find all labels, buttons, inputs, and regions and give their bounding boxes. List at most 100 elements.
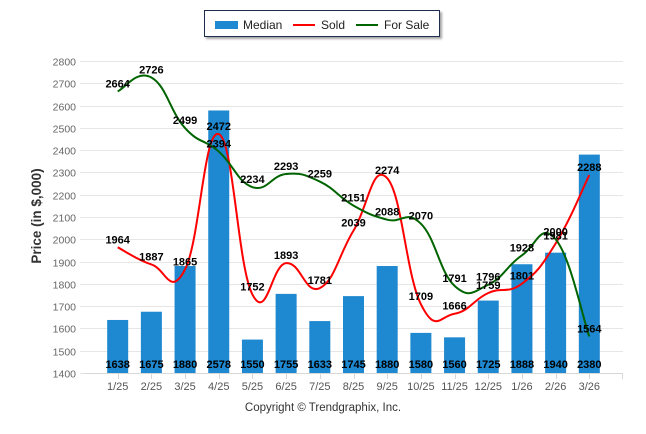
bar-median (410, 332, 432, 373)
data-label-sold: 1887 (139, 251, 163, 263)
data-label-for-sale: 2234 (240, 174, 265, 186)
data-label-median: 1560 (442, 359, 466, 371)
y-tick-label: 1600 (53, 324, 77, 336)
data-label-for-sale: 2394 (207, 138, 232, 150)
x-tick-label: 10/25 (407, 381, 435, 393)
lines (117, 74, 591, 337)
y-tick-label: 2700 (53, 79, 77, 91)
data-label-for-sale: 2293 (274, 161, 298, 173)
data-label-for-sale: 2259 (308, 169, 332, 181)
data-label-median: 1675 (139, 359, 163, 371)
bar-median (107, 319, 129, 373)
data-label-median: 1888 (510, 359, 534, 371)
data-label-for-sale: 2088 (375, 207, 399, 219)
bar-median (343, 296, 364, 373)
line-sold (117, 133, 591, 323)
data-label-median: 1755 (274, 359, 298, 371)
grid (80, 61, 623, 374)
data-label-sold: 2274 (375, 165, 400, 177)
data-label-for-sale: 2499 (173, 115, 197, 127)
x-tick-label: 1/25 (107, 381, 128, 393)
bar-median (309, 321, 331, 373)
bar-median (174, 266, 196, 373)
x-tick-label: 6/25 (275, 381, 296, 393)
bar-median (578, 154, 600, 373)
data-label-median: 1745 (341, 359, 365, 371)
bar-median (511, 264, 533, 373)
y-tick-label: 2400 (53, 146, 77, 158)
y-axis-title: Price (in $,000) (29, 168, 44, 263)
data-label-median: 1940 (543, 359, 567, 371)
data-label-for-sale: 2151 (341, 193, 365, 205)
data-label-sold: 2288 (577, 162, 601, 174)
data-label-for-sale: 2726 (139, 64, 163, 76)
legend-item-sold[interactable]: Sold (293, 11, 345, 38)
data-label-sold: 2472 (207, 121, 231, 133)
y-tick-label: 1800 (53, 280, 77, 292)
data-label-sold: 1666 (442, 301, 466, 313)
data-label-median: 1638 (105, 359, 129, 371)
y-axis: Price (in $,000) 1400 1500 1600 1700 1800 190… (29, 57, 76, 381)
data-labels: 1638 1675 1880 2578 1550 1755 1633 1745 1880 1580… (105, 64, 602, 371)
data-label-for-sale: 2070 (409, 211, 433, 223)
data-label-sold: 1865 (173, 256, 197, 268)
data-label-sold: 1893 (274, 250, 298, 262)
x-tick-label: 2/25 (141, 381, 162, 393)
y-tick-label: 2300 (53, 168, 77, 180)
data-label-median: 2578 (207, 359, 231, 371)
x-tick-label: 9/25 (376, 381, 397, 393)
legend: Median Sold For Sale (204, 10, 440, 37)
y-tick-label: 2600 (53, 102, 77, 114)
x-tick-label: 1/26 (511, 381, 532, 393)
data-label-sold: 1759 (476, 280, 500, 292)
x-tick-label: 3/25 (174, 381, 195, 393)
x-tick-label: 12/25 (474, 381, 502, 393)
bar-median (275, 293, 297, 373)
legend-swatch-for-sale (356, 23, 378, 26)
legend-label-median: Median (243, 17, 283, 32)
data-label-median: 1633 (308, 359, 332, 371)
data-label-sold: 1981 (543, 231, 567, 243)
legend-item-median[interactable]: Median (215, 11, 282, 38)
data-label-for-sale: 2000 (543, 226, 567, 238)
x-tick-label: 7/25 (309, 381, 330, 393)
legend-swatch-median (215, 20, 238, 29)
y-tick-label: 2000 (53, 235, 77, 247)
data-label-for-sale: 1791 (442, 273, 466, 285)
data-label-sold: 1801 (510, 271, 534, 283)
data-label-sold: 1709 (409, 291, 433, 303)
data-label-median: 1725 (476, 359, 500, 371)
data-label-for-sale: 1796 (476, 272, 500, 284)
bar-median (376, 266, 398, 373)
bar-median (444, 337, 466, 373)
median-bars (107, 110, 600, 373)
data-label-median: 1550 (240, 359, 264, 371)
x-tick-label: 8/25 (343, 381, 364, 393)
data-label-median: 1880 (173, 359, 197, 371)
y-tick-label: 1700 (53, 302, 77, 314)
y-tick-label: 2500 (53, 124, 77, 136)
data-label-for-sale: 2664 (105, 78, 130, 90)
bar-median (241, 339, 263, 373)
x-tick-label: 2/26 (545, 381, 566, 393)
legend-item-for-sale[interactable]: For Sale (356, 11, 429, 38)
y-tick-label: 1500 (53, 347, 77, 359)
data-label-for-sale: 1928 (510, 242, 534, 254)
bar-median (208, 110, 230, 373)
y-tick-label: 2800 (53, 57, 77, 69)
data-label-sold: 1752 (240, 282, 264, 294)
copyright-credits: Copyright © Trendgraphix, Inc. (244, 402, 402, 414)
data-label-sold: 1964 (105, 234, 130, 246)
y-tick-label: 2100 (53, 213, 77, 225)
legend-swatch-sold (293, 23, 315, 26)
legend-label-for-sale: For Sale (384, 17, 430, 32)
data-label-sold: 1781 (308, 275, 332, 287)
x-tick-label: 11/25 (441, 381, 468, 393)
x-axis: 1/25 2/25 3/25 4/25 5/25 6/25 7/25 8/25 9/25 10/2… (84, 373, 623, 393)
line-for-sale (117, 74, 591, 337)
x-tick-label: 4/25 (208, 381, 229, 393)
legend-label-sold: Sold (321, 17, 346, 32)
data-label-sold: 2039 (341, 218, 365, 230)
x-tick-label: 3/26 (579, 381, 600, 393)
